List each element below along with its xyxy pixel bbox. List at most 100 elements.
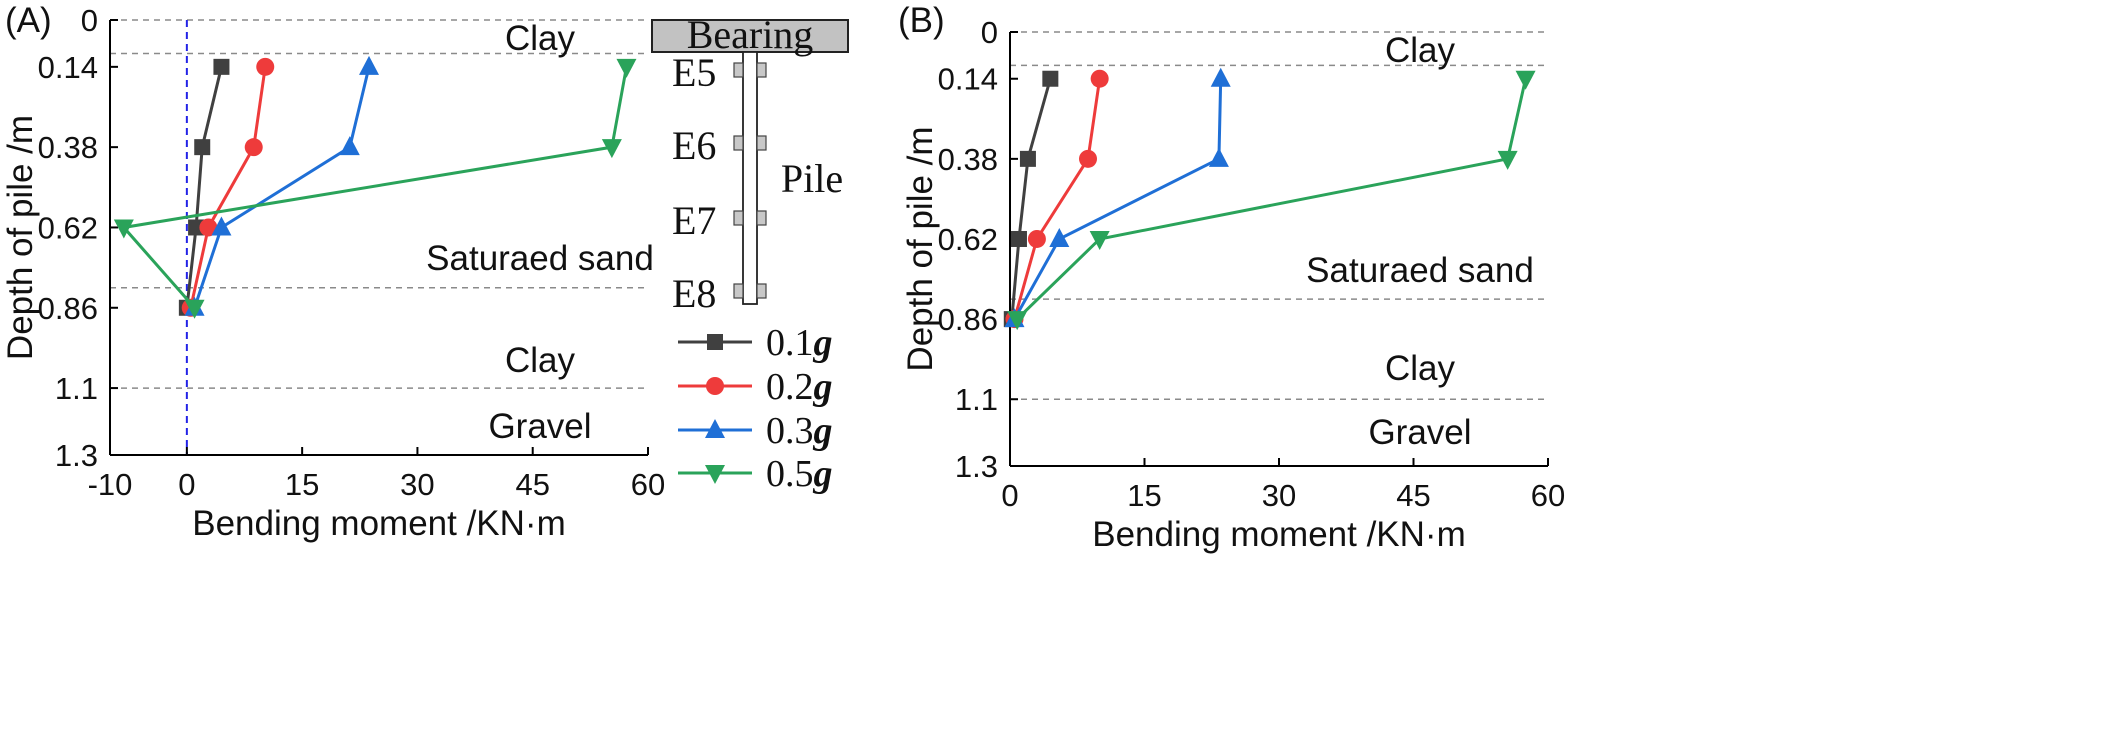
series-0-2g — [181, 57, 275, 317]
panel-label: (B) — [898, 1, 945, 40]
y-tick-label: 0.38 — [38, 130, 98, 165]
y-tick-label: 0 — [81, 3, 98, 38]
legend-entry-unit: g — [813, 366, 833, 408]
legend-marker — [705, 465, 725, 484]
strain-gauge-left — [733, 283, 744, 299]
y-axis-title: Depth of pile /m — [1, 115, 40, 360]
y-axis-title: Depth of pile /m — [901, 126, 940, 371]
data-point — [1090, 69, 1109, 88]
y-tick-label: 0.14 — [38, 50, 98, 85]
x-tick-label: 15 — [1127, 478, 1161, 513]
legend-marker — [706, 377, 724, 395]
strain-gauge-right — [756, 135, 767, 151]
y-tick-label: 0.14 — [938, 62, 998, 97]
y-tick-label: 1.3 — [955, 449, 998, 484]
gauge-label-e6: E6 — [672, 123, 716, 168]
soil-layer-label: Gravel — [488, 407, 591, 446]
series-line — [1016, 78, 1528, 321]
panel-label: (A) — [5, 1, 52, 40]
x-tick-label: 45 — [515, 467, 549, 502]
y-tick-label: 0.62 — [38, 210, 98, 245]
soil-layer-label: Clay — [1385, 31, 1456, 70]
gauge-label-e8: E8 — [672, 271, 716, 316]
legend-marker — [707, 334, 723, 350]
x-tick-label: 60 — [631, 467, 665, 502]
x-tick-label: 0 — [178, 467, 195, 502]
x-tick-label: 30 — [400, 467, 434, 502]
y-tick-label: 0.38 — [938, 142, 998, 177]
y-tick-label: 0.62 — [938, 222, 998, 257]
strain-gauge-right — [756, 62, 767, 78]
x-tick-label: 15 — [285, 467, 319, 502]
data-point — [601, 139, 622, 159]
data-point — [359, 55, 380, 75]
y-tick-label: 0.86 — [38, 291, 98, 326]
x-tick-label: -10 — [88, 467, 133, 502]
x-tick-label: 45 — [1396, 478, 1430, 513]
strain-gauge-left — [733, 62, 744, 78]
data-point — [1497, 150, 1518, 170]
gauge-label-e7: E7 — [672, 198, 716, 243]
data-point — [1042, 70, 1059, 87]
panel-a: (A) 0 0.14 0.38 0.62 0.86 1.1 1.3-10 0 15 30 45 60 Be… — [1, 1, 665, 543]
data-point — [1019, 150, 1036, 167]
x-axis-title: Bending moment /KN·m — [1092, 515, 1465, 554]
y-tick-label: 1.3 — [55, 438, 98, 473]
data-point — [244, 138, 263, 157]
legend-entry-unit: g — [813, 453, 833, 495]
series-line — [1010, 78, 1052, 320]
legend-entry: 0.1g — [766, 322, 833, 364]
strain-gauge-right — [756, 210, 767, 226]
legend-entry: 0.5g — [766, 453, 833, 495]
y-tick-label: 1.1 — [55, 371, 98, 406]
strain-gauge-left — [733, 135, 744, 151]
data-point — [194, 139, 211, 156]
legend: 0.1g0.2g0.3g0.5g — [678, 322, 833, 495]
data-point — [339, 136, 360, 156]
data-point — [188, 219, 205, 236]
legend-entry-value: 0.5 — [766, 453, 814, 495]
data-point — [213, 58, 230, 75]
legend-entry-unit: g — [813, 322, 833, 364]
data-point — [1089, 230, 1110, 250]
legend-entry: 0.2g — [766, 366, 833, 408]
data-point — [1515, 70, 1536, 90]
series-line — [1013, 78, 1102, 320]
data-point — [184, 299, 205, 319]
pile-shaft — [742, 51, 758, 305]
data-point — [1079, 149, 1098, 168]
x-tick-label: 0 — [1001, 478, 1018, 513]
gauge-label-e5: E5 — [672, 50, 716, 95]
data-point — [1007, 311, 1028, 331]
data-point — [113, 219, 134, 239]
strain-gauge-left — [733, 210, 744, 226]
series-0-2g — [1005, 69, 1109, 329]
y-tick-label: 0 — [981, 15, 998, 50]
series-0-5g — [1007, 70, 1536, 331]
series-0-3g — [1004, 67, 1231, 328]
data-point — [256, 57, 275, 76]
legend-entry-unit: g — [813, 410, 833, 452]
y-tick-label: 0.86 — [938, 302, 998, 337]
legend-entry: 0.3g — [766, 410, 833, 452]
data-point — [199, 218, 218, 237]
data-point — [1049, 227, 1070, 247]
legend-entry-value: 0.2 — [766, 366, 814, 408]
series-line — [120, 66, 628, 309]
x-tick-label: 30 — [1262, 478, 1296, 513]
soil-layer-label: Saturaed sand — [426, 239, 654, 278]
strain-gauge-right — [756, 283, 767, 299]
x-tick-label: 60 — [1531, 478, 1565, 513]
pile-label: Pile — [781, 156, 843, 201]
data-point — [1027, 229, 1046, 248]
soil-layer-label: Gravel — [1368, 413, 1471, 452]
x-axis-title: Bending moment /KN·m — [192, 504, 565, 543]
data-point — [211, 216, 232, 236]
legend-entry-value: 0.3 — [766, 410, 814, 452]
soil-layer-label: Clay — [505, 19, 576, 58]
legend-marker — [705, 419, 725, 438]
soil-layer-label: Saturaed sand — [1306, 251, 1534, 290]
data-point — [1210, 67, 1231, 87]
